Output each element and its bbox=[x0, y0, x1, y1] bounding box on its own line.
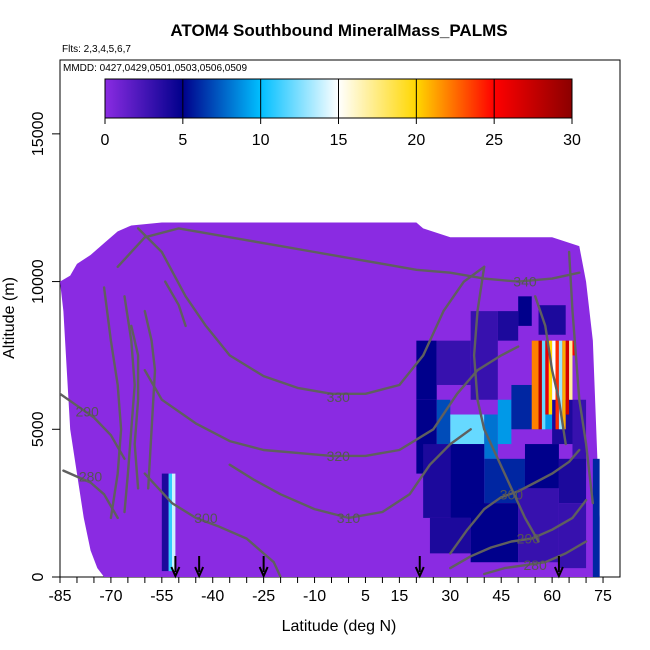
contour-line bbox=[449, 499, 588, 570]
flight-arrow bbox=[258, 556, 269, 579]
contour-line bbox=[143, 472, 282, 577]
heatmap-cell bbox=[168, 473, 172, 572]
chart-title: ATOM4 Southbound MineralMass_PALMS bbox=[170, 21, 507, 40]
flight-arrow bbox=[553, 556, 564, 579]
contour-label: 290 bbox=[75, 404, 99, 420]
colorbar-tick-label: 15 bbox=[330, 132, 348, 149]
heatmap-cell bbox=[172, 473, 176, 572]
x-tick-label: 15 bbox=[390, 588, 408, 605]
contour-line bbox=[143, 309, 157, 490]
heatmap-cell bbox=[524, 444, 559, 489]
colorbar-tick-label: 0 bbox=[101, 132, 110, 149]
contour-line bbox=[143, 345, 520, 458]
colorbar-tick-label: 5 bbox=[178, 132, 187, 149]
x-tick-label: -70 bbox=[99, 588, 122, 605]
contour-line bbox=[123, 295, 136, 514]
x-axis-label: Latitude (deg N) bbox=[282, 618, 397, 635]
y-tick-label: 5000 bbox=[30, 411, 47, 447]
heatmap-cell bbox=[538, 340, 542, 430]
y-tick-label: 0 bbox=[30, 572, 47, 581]
dates-text: MMDD: 0427,0429,0501,0503,0506,0509 bbox=[63, 63, 247, 74]
contour-line bbox=[102, 286, 123, 520]
heatmap-cell bbox=[552, 340, 556, 400]
heatmap-cell bbox=[436, 340, 471, 385]
x-tick-label: -40 bbox=[201, 588, 224, 605]
heatmap-cell bbox=[518, 488, 559, 563]
contour-label: 280 bbox=[79, 469, 103, 485]
contour-label: 320 bbox=[327, 448, 351, 464]
heatmap-cell bbox=[497, 399, 512, 445]
x-tick-label: 60 bbox=[543, 588, 561, 605]
heatmap-cell bbox=[416, 340, 437, 400]
x-tick-label: 45 bbox=[492, 588, 510, 605]
contour-label: 310 bbox=[337, 510, 361, 526]
colorbar: 0 5 10 15 20 25 30 bbox=[101, 78, 581, 149]
contour-line bbox=[164, 280, 187, 328]
flight-arrow bbox=[194, 556, 205, 579]
heatmap-cell bbox=[555, 340, 559, 430]
x-tick-label: -25 bbox=[252, 588, 275, 605]
heatmap-cell bbox=[558, 503, 587, 569]
heatmap-cell bbox=[558, 340, 563, 430]
contour-line bbox=[472, 265, 540, 543]
heatmap-cell bbox=[592, 458, 600, 577]
contour-label: 300 bbox=[194, 510, 218, 526]
contour-line bbox=[116, 227, 581, 283]
heatmap-cell bbox=[541, 340, 546, 430]
x-tick-label: -85 bbox=[48, 588, 71, 605]
contour-line bbox=[567, 250, 594, 505]
y-tick-label: 10000 bbox=[30, 259, 47, 304]
heatmap-cell bbox=[531, 340, 539, 430]
x-tick-label: 5 bbox=[361, 588, 370, 605]
x-tick-label: 30 bbox=[441, 588, 459, 605]
heatmap-cell bbox=[429, 517, 471, 554]
contour-line bbox=[130, 324, 140, 490]
contour-label: 340 bbox=[513, 274, 537, 290]
contour-line bbox=[62, 469, 119, 520]
x-tick-label: -10 bbox=[303, 588, 326, 605]
contour-line bbox=[136, 227, 486, 395]
y-axis-label: Altitude (m) bbox=[1, 277, 18, 359]
x-tick-label: -55 bbox=[150, 588, 173, 605]
colorbar-tick-label: 25 bbox=[485, 132, 503, 149]
heatmap-cell bbox=[423, 444, 451, 518]
contour-label: 280 bbox=[523, 557, 547, 573]
heatmap-cell bbox=[569, 340, 573, 400]
contour-label: 300 bbox=[500, 486, 524, 502]
contour-line bbox=[449, 448, 581, 555]
heatmap-cell bbox=[497, 311, 519, 341]
heatmap-cell bbox=[161, 473, 169, 572]
colorbar-tick-label: 20 bbox=[407, 132, 425, 149]
contour-label: 330 bbox=[327, 389, 351, 405]
contour-line bbox=[534, 295, 567, 446]
flight-arrow bbox=[170, 556, 181, 579]
heatmap-cell bbox=[518, 296, 532, 326]
heatmap-cell bbox=[565, 340, 570, 415]
contour-line bbox=[60, 392, 126, 460]
y-axis: 0 5000 10000 15000 bbox=[30, 112, 60, 581]
contour-line bbox=[228, 428, 472, 520]
x-axis: -85 -70 -55 -40 -25 -10 5 15 30 45 60 75 bbox=[48, 577, 612, 605]
colorbar-tick-label: 10 bbox=[252, 132, 270, 149]
x-tick-label: 75 bbox=[594, 588, 612, 605]
heatmap-cell bbox=[545, 340, 549, 415]
contour-line bbox=[483, 540, 588, 576]
flights-text: Flts: 2,3,4,5,6,7 bbox=[62, 44, 131, 55]
heatmap-cell bbox=[511, 384, 532, 430]
flight-arrow bbox=[414, 556, 425, 579]
heatmap-cell bbox=[562, 340, 566, 430]
heatmap-cell bbox=[548, 340, 553, 415]
heatmap-cell bbox=[484, 414, 498, 459]
y-tick-label: 15000 bbox=[30, 112, 47, 157]
colorbar-tick-label: 30 bbox=[563, 132, 581, 149]
